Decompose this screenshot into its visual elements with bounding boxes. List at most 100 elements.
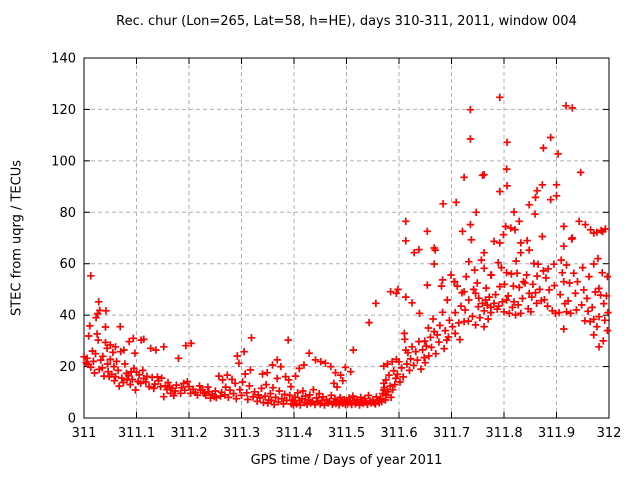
data-point: [102, 307, 110, 315]
data-point: [261, 392, 269, 400]
y-tick-label: 20: [59, 360, 76, 375]
data-point: [98, 364, 107, 372]
data-point: [124, 371, 133, 380]
data-point: [466, 106, 475, 114]
data-point: [466, 135, 475, 143]
data-point: [597, 226, 605, 235]
data-point: [300, 361, 308, 369]
data-point: [420, 353, 428, 362]
data-point: [591, 288, 599, 296]
data-point: [137, 379, 145, 387]
data-point: [296, 401, 304, 409]
data-point: [365, 318, 373, 327]
y-tick-label: 120: [51, 103, 76, 118]
data-point: [216, 392, 225, 400]
data-point: [257, 384, 266, 393]
data-point: [212, 394, 220, 402]
data-point: [550, 260, 558, 268]
data-point: [603, 272, 612, 281]
data-point: [426, 333, 435, 341]
data-point: [555, 308, 563, 317]
data-point: [275, 387, 283, 395]
data-point: [263, 369, 271, 377]
data-point: [382, 376, 390, 384]
data-point: [444, 333, 453, 341]
data-point: [273, 356, 281, 364]
data-point: [153, 373, 162, 381]
data-point: [410, 249, 418, 257]
data-point: [533, 187, 541, 195]
data-point: [505, 309, 513, 317]
data-point: [496, 282, 504, 291]
data-point: [87, 363, 95, 371]
data-point: [86, 322, 94, 330]
data-point: [440, 344, 448, 353]
data-point: [110, 377, 119, 385]
data-point: [452, 198, 460, 206]
data-point: [601, 225, 609, 233]
y-tick-label: 40: [59, 309, 76, 324]
data-point: [562, 261, 571, 269]
data-point: [238, 378, 247, 386]
data-point: [595, 313, 603, 321]
data-point: [391, 380, 399, 389]
data-point: [90, 369, 99, 377]
data-point: [417, 365, 425, 373]
data-point: [379, 389, 387, 398]
data-point: [120, 346, 128, 354]
data-point: [333, 383, 341, 391]
data-point: [465, 258, 473, 266]
data-point: [240, 348, 248, 356]
data-point: [557, 256, 565, 264]
data-point: [460, 173, 468, 181]
data-point: [531, 210, 539, 218]
data-point: [429, 315, 437, 323]
data-point: [415, 245, 423, 254]
data-point: [540, 296, 549, 304]
data-point: [485, 293, 493, 301]
data-point: [512, 257, 520, 265]
data-point: [245, 382, 254, 390]
data-point: [171, 387, 179, 395]
x-tick-label: 311.8: [485, 426, 522, 441]
data-point: [503, 138, 511, 146]
data-point: [395, 358, 403, 366]
data-point: [496, 187, 504, 196]
data-point: [231, 379, 239, 387]
data-point: [568, 104, 576, 112]
data-point: [384, 388, 392, 396]
data-point: [496, 93, 504, 101]
data-point: [130, 364, 138, 373]
data-point: [448, 323, 457, 331]
data-point: [595, 343, 603, 351]
data-point: [152, 346, 160, 354]
data-point: [388, 358, 396, 366]
data-point: [577, 168, 585, 177]
data-point: [317, 358, 325, 366]
data-point: [393, 370, 402, 378]
data-point: [441, 326, 449, 335]
x-tick-label: 311: [72, 426, 97, 441]
data-point: [515, 283, 523, 292]
data-point: [490, 299, 498, 307]
data-point: [528, 293, 536, 301]
data-point: [547, 196, 555, 204]
data-point: [507, 224, 515, 232]
data-point: [581, 220, 590, 229]
data-point: [552, 192, 561, 200]
data-point: [467, 236, 476, 244]
data-point: [580, 286, 588, 294]
data-point: [425, 352, 433, 360]
data-point: [103, 360, 112, 368]
data-point: [331, 369, 340, 377]
data-point: [372, 299, 380, 307]
data-point: [404, 349, 412, 357]
data-point: [487, 271, 496, 279]
data-point: [468, 312, 477, 321]
data-point: [280, 390, 289, 398]
data-point: [186, 389, 195, 397]
data-point: [464, 317, 472, 325]
data-point: [495, 302, 503, 310]
data-point: [286, 391, 294, 400]
data-point: [394, 285, 402, 294]
